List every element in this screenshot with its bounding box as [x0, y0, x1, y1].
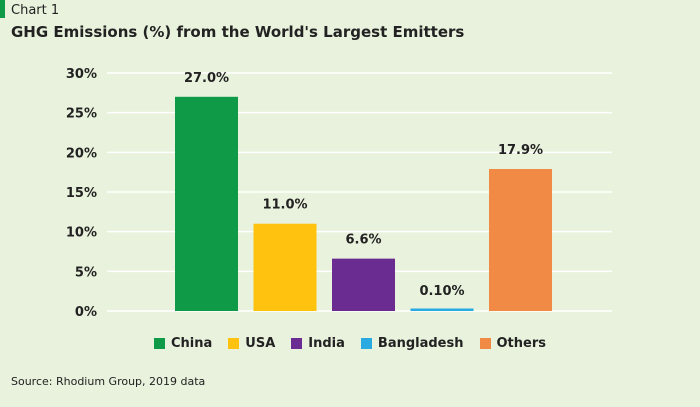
bar-china — [175, 96, 238, 311]
legend-item-usa: USA — [228, 336, 275, 351]
legend-swatch — [154, 338, 165, 349]
accent-bar — [0, 0, 5, 18]
legend-item-bangladesh: Bangladesh — [360, 336, 464, 351]
bar-others — [489, 168, 552, 311]
data-label: 6.6% — [345, 233, 381, 248]
legend-item-others: Others — [479, 336, 547, 351]
data-label: 0.10% — [419, 284, 464, 299]
legend-swatch — [291, 338, 303, 349]
legend-label: India — [308, 336, 345, 351]
y-tick-label: 30% — [66, 67, 97, 82]
legend-label: China — [171, 336, 213, 351]
y-tick-label: 0% — [75, 305, 97, 320]
legend-label: USA — [245, 336, 276, 351]
legend-label: Others — [496, 336, 547, 351]
data-label: 11.0% — [262, 198, 307, 213]
data-label: 27.0% — [184, 71, 229, 86]
bar-usa — [253, 223, 317, 311]
chart-title: GHG Emissions (%) from the World's Large… — [11, 23, 465, 41]
chart-kicker: Chart 1 — [11, 3, 60, 18]
bar-bangladesh — [410, 308, 474, 311]
legend-swatch — [228, 338, 240, 349]
y-tick-label: 10% — [66, 226, 97, 241]
legend-item-china: China — [154, 336, 212, 351]
legend-swatch — [479, 338, 491, 349]
y-tick-label: 5% — [75, 265, 97, 280]
y-tick-label: 15% — [66, 186, 97, 201]
bar-india — [332, 258, 395, 311]
legend-item-india: India — [291, 336, 345, 351]
legend-swatch — [360, 338, 372, 349]
y-tick-label: 25% — [66, 107, 97, 122]
legend-label: Bangladesh — [377, 336, 464, 351]
data-label: 17.9% — [498, 143, 543, 158]
source-note: Source: Rhodium Group, 2019 data — [11, 375, 206, 388]
y-tick-label: 20% — [66, 146, 97, 161]
chart-legend: China USA India Bangladesh Others — [0, 336, 700, 351]
